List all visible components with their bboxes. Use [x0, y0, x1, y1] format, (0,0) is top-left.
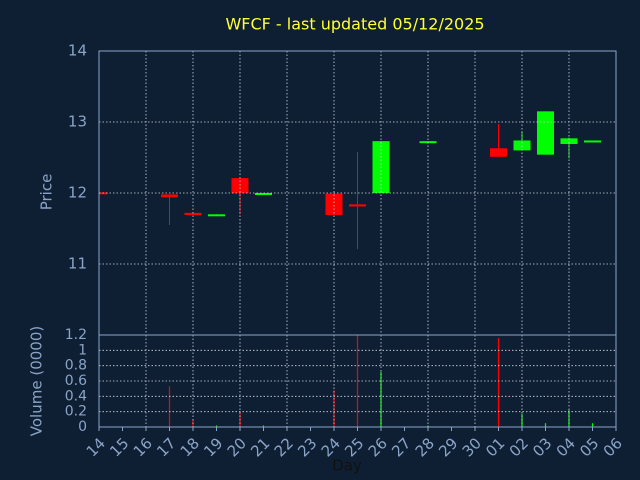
- x-tick-label: 28: [412, 434, 438, 460]
- x-tick-label: 23: [294, 434, 320, 460]
- y-tick-label: 1.2: [65, 327, 87, 343]
- x-tick-label: 18: [177, 434, 203, 460]
- x-tick-label: 19: [200, 434, 226, 460]
- x-tick-label: 26: [365, 434, 391, 460]
- candle-body: [325, 193, 343, 216]
- volume-bar: [262, 425, 265, 427]
- candle-body: [584, 140, 601, 143]
- y-tick-label: 0.8: [65, 358, 87, 374]
- x-axis-label: Day: [332, 457, 362, 475]
- x-tick-label: 01: [482, 434, 508, 460]
- y-axis-label: Volume (0000): [28, 326, 46, 436]
- candle-body: [161, 194, 178, 198]
- x-tick-label: 06: [600, 434, 626, 460]
- x-tick-label: 03: [529, 434, 555, 460]
- x-tick-label: 02: [506, 434, 532, 460]
- candle-body: [184, 212, 202, 216]
- volume-bar: [215, 425, 218, 427]
- candle-body: [349, 204, 366, 207]
- candle-body: [255, 193, 272, 195]
- y-tick-label: 0: [78, 419, 87, 435]
- candle-body: [537, 111, 554, 155]
- y-tick-label: 11: [68, 255, 87, 273]
- volume-bar: [168, 386, 171, 427]
- x-tick-label: 05: [576, 434, 602, 460]
- y-tick-label: 0.4: [65, 388, 87, 404]
- volume-bar: [497, 338, 500, 427]
- candle-body: [208, 214, 225, 217]
- x-tick-label: 16: [130, 434, 156, 460]
- axes: 1112131400.20.40.60.811.2141516171819202…: [65, 42, 626, 461]
- volume-bar: [568, 410, 570, 427]
- x-tick-label: 04: [553, 434, 579, 460]
- x-tick-label: 29: [435, 434, 461, 460]
- volume-bar: [591, 423, 594, 427]
- chart-title: WFCF - last updated 05/12/2025: [225, 15, 484, 34]
- x-tick-label: 14: [83, 434, 109, 460]
- plot-frame: [98, 334, 617, 428]
- x-tick-label: 30: [459, 434, 485, 460]
- price-plot: [99, 111, 601, 250]
- volume-bar: [544, 423, 547, 427]
- y-tick-label: 14: [68, 42, 87, 60]
- x-tick-label: 27: [388, 434, 414, 460]
- candle-body: [560, 138, 578, 145]
- x-tick-label: 20: [224, 434, 250, 460]
- volume-bar: [356, 335, 359, 427]
- y-tick-label: 0.6: [65, 373, 87, 389]
- y-tick-label: 13: [68, 113, 87, 131]
- y-tick-label: 0.2: [65, 404, 87, 420]
- x-tick-label: 22: [271, 434, 297, 460]
- candle-body: [490, 148, 507, 157]
- x-tick-label: 17: [153, 434, 179, 460]
- candle-body: [513, 140, 531, 151]
- x-tick-label: 15: [106, 434, 132, 460]
- y-axis-label: Price: [38, 174, 56, 211]
- y-tick-label: 12: [68, 184, 87, 202]
- y-tick-label: 1: [78, 342, 87, 358]
- candle-body: [231, 178, 249, 193]
- x-tick-label: 21: [247, 434, 273, 460]
